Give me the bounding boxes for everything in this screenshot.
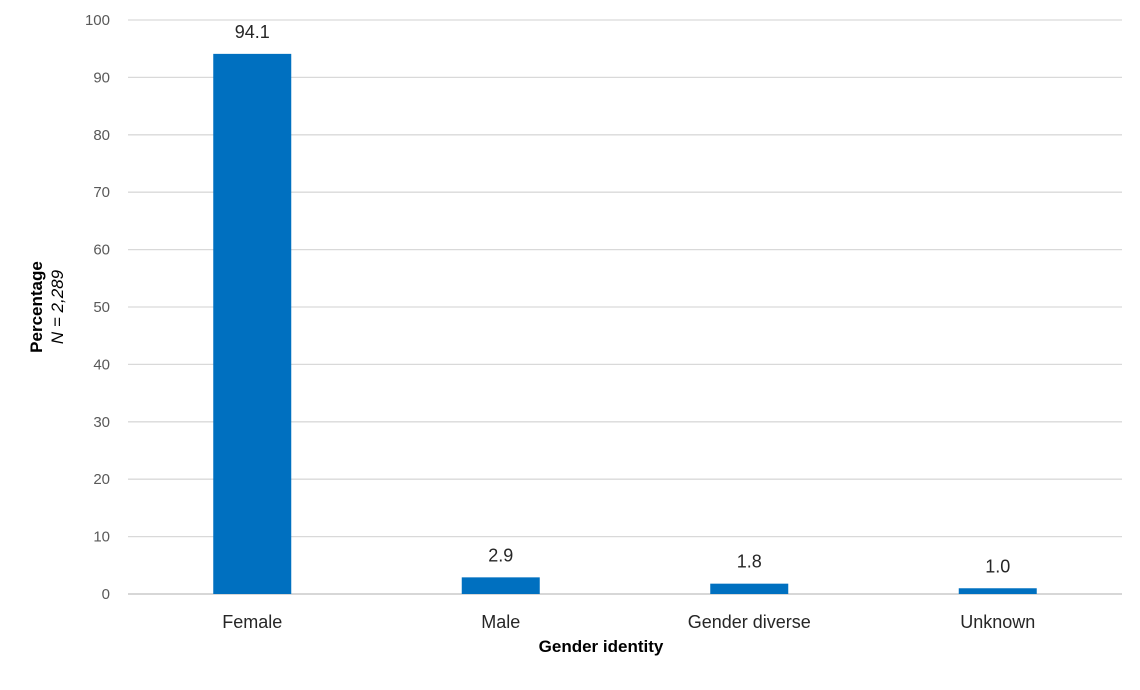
bar-unknown [958, 588, 1037, 594]
x-category-label: Unknown [960, 612, 1035, 632]
y-axis-title: Percentage [27, 261, 46, 353]
y-axis-ticks: 0 10 20 30 40 50 60 70 80 90 100 [85, 12, 110, 603]
data-labels: 94.1 2.9 1.8 1.0 [235, 22, 1011, 576]
y-tick-label: 10 [93, 529, 110, 546]
y-tick-label: 40 [93, 356, 110, 373]
x-category-label: Female [222, 612, 282, 632]
x-axis-title: Gender identity [539, 637, 664, 656]
data-label: 1.8 [737, 552, 762, 572]
y-tick-label: 0 [102, 586, 110, 603]
data-label: 1.0 [985, 556, 1010, 576]
y-tick-label: 60 [93, 242, 110, 259]
x-category-label: Male [481, 612, 520, 632]
data-label: 94.1 [235, 22, 270, 42]
y-tick-label: 70 [93, 184, 110, 201]
y-axis-title-group: Percentage N = 2,289 [27, 261, 67, 353]
y-axis-subtitle: N = 2,289 [48, 269, 67, 344]
bar-male [461, 577, 540, 594]
y-tick-label: 30 [93, 414, 110, 431]
bar-female [213, 53, 292, 594]
y-tick-label: 100 [85, 12, 110, 29]
data-label: 2.9 [488, 545, 513, 565]
bars [213, 53, 1037, 594]
x-category-label: Gender diverse [688, 612, 811, 632]
y-tick-label: 50 [93, 299, 110, 316]
y-tick-label: 80 [93, 127, 110, 144]
y-tick-label: 90 [93, 69, 110, 86]
gridlines [128, 19, 1122, 595]
x-axis-categories: Female Male Gender diverse Unknown [222, 612, 1035, 632]
y-tick-label: 20 [93, 471, 110, 488]
bar-gender-diverse [710, 583, 789, 594]
